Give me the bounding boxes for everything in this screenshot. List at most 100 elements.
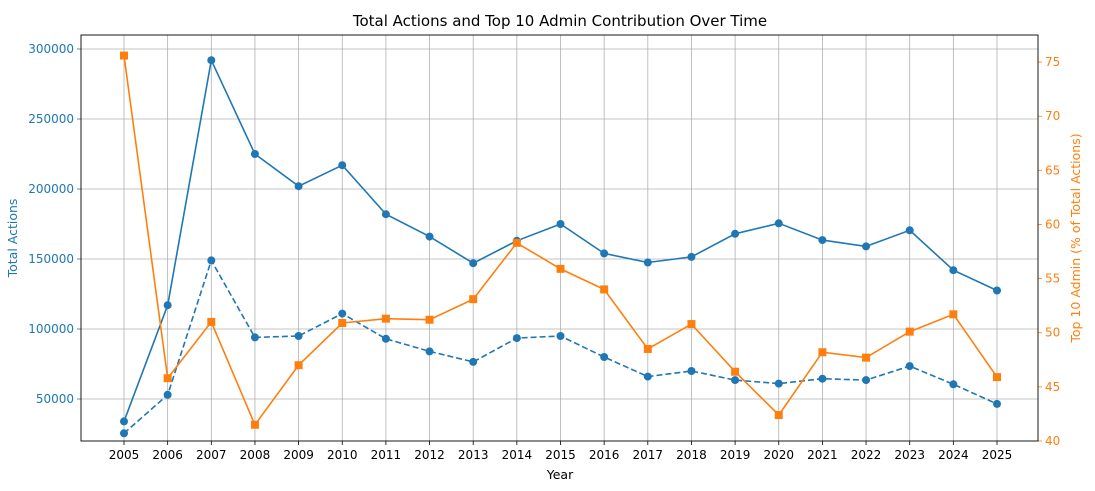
data-point xyxy=(774,219,783,228)
data-point xyxy=(425,232,434,241)
data-point xyxy=(250,333,259,342)
x-axis-label: Year xyxy=(546,467,574,482)
y-right-tick-label: 70 xyxy=(1045,109,1060,123)
data-point xyxy=(949,266,958,275)
data-point xyxy=(949,310,958,319)
data-point xyxy=(600,249,609,258)
data-point xyxy=(600,285,609,294)
data-point xyxy=(993,286,1001,295)
data-point xyxy=(600,353,609,361)
data-point xyxy=(687,320,696,329)
data-point xyxy=(818,236,827,245)
data-point xyxy=(250,420,259,429)
data-point xyxy=(774,411,783,420)
data-point xyxy=(425,347,434,356)
data-point xyxy=(731,367,740,376)
x-tick-label: 2022 xyxy=(851,448,882,462)
data-point xyxy=(294,332,303,340)
data-point xyxy=(818,374,827,383)
y-right-tick-label: 55 xyxy=(1045,272,1060,286)
data-point xyxy=(120,417,128,426)
data-point xyxy=(687,367,696,375)
data-point xyxy=(774,379,783,388)
data-point xyxy=(643,344,652,353)
x-tick-label: 2007 xyxy=(196,448,227,462)
data-point xyxy=(163,301,172,310)
data-point xyxy=(381,210,390,219)
data-point xyxy=(687,252,696,261)
data-point xyxy=(207,256,216,265)
data-point xyxy=(905,226,914,235)
y-left-tick-label: 250000 xyxy=(28,112,74,126)
y-left-tick-label: 100000 xyxy=(28,322,74,336)
data-point xyxy=(207,317,216,326)
x-tick-label: 2016 xyxy=(589,448,620,462)
data-point xyxy=(425,315,434,324)
x-tick-label: 2017 xyxy=(633,448,664,462)
chart-title: Total Actions and Top 10 Admin Contribut… xyxy=(352,12,767,30)
series-0 xyxy=(120,56,1001,426)
data-point xyxy=(120,429,128,438)
x-tick-label: 2011 xyxy=(371,448,402,462)
y-right-tick-label: 65 xyxy=(1045,163,1060,177)
x-tick-label: 2019 xyxy=(720,448,751,462)
y-right-tick-label: 50 xyxy=(1045,326,1060,340)
data-point xyxy=(512,238,521,247)
y-right-tick-label: 40 xyxy=(1045,434,1060,448)
x-tick-label: 2024 xyxy=(938,448,969,462)
x-tick-label: 2012 xyxy=(414,448,445,462)
data-point xyxy=(993,399,1001,408)
data-point xyxy=(512,334,521,343)
data-point xyxy=(338,161,347,170)
data-point xyxy=(862,353,871,362)
data-point xyxy=(469,357,478,366)
data-point xyxy=(469,259,478,268)
data-point xyxy=(338,318,347,327)
series-2 xyxy=(120,51,1001,429)
x-tick-label: 2015 xyxy=(545,448,576,462)
y-axis-left-label: Total Actions xyxy=(5,199,20,279)
x-tick-label: 2005 xyxy=(109,448,140,462)
data-point xyxy=(556,264,565,273)
data-point xyxy=(294,182,303,191)
data-point xyxy=(469,295,478,304)
y-left-tick-label: 300000 xyxy=(28,42,74,56)
grid xyxy=(81,35,1038,441)
data-point xyxy=(905,327,914,336)
data-point xyxy=(993,373,1001,382)
data-point xyxy=(250,150,259,158)
series-layer xyxy=(120,51,1001,438)
data-point xyxy=(643,258,652,267)
data-point xyxy=(381,314,390,323)
x-tick-label: 2006 xyxy=(152,448,183,462)
data-point xyxy=(731,376,740,385)
x-tick-label: 2014 xyxy=(502,448,533,462)
data-point xyxy=(294,361,303,370)
data-point xyxy=(120,51,128,60)
x-tick-label: 2021 xyxy=(807,448,838,462)
x-tick-label: 2020 xyxy=(763,448,794,462)
y-right-tick-label: 75 xyxy=(1045,55,1060,69)
x-tick-label: 2013 xyxy=(458,448,489,462)
y-left-tick-label: 200000 xyxy=(28,182,74,196)
axes: 2005 2006 2007 2008 2009 2010 2011 2012 2013 2014… xyxy=(28,34,1060,462)
series-1 xyxy=(120,256,1001,438)
data-point xyxy=(731,229,740,238)
x-tick-label: 2018 xyxy=(676,448,707,462)
data-point xyxy=(643,372,652,381)
data-point xyxy=(818,348,827,357)
data-point xyxy=(163,374,172,383)
y-right-tick-label: 45 xyxy=(1045,380,1060,394)
x-tick-label: 2010 xyxy=(327,448,358,462)
plot-frame xyxy=(80,34,1039,442)
x-tick-label: 2008 xyxy=(240,448,271,462)
data-point xyxy=(949,380,958,389)
y-right-tick-label: 60 xyxy=(1045,217,1060,231)
data-point xyxy=(556,220,565,228)
data-point xyxy=(207,56,216,65)
data-point xyxy=(556,332,565,340)
x-tick-label: 2025 xyxy=(982,448,1013,462)
y-left-tick-label: 150000 xyxy=(28,252,74,266)
